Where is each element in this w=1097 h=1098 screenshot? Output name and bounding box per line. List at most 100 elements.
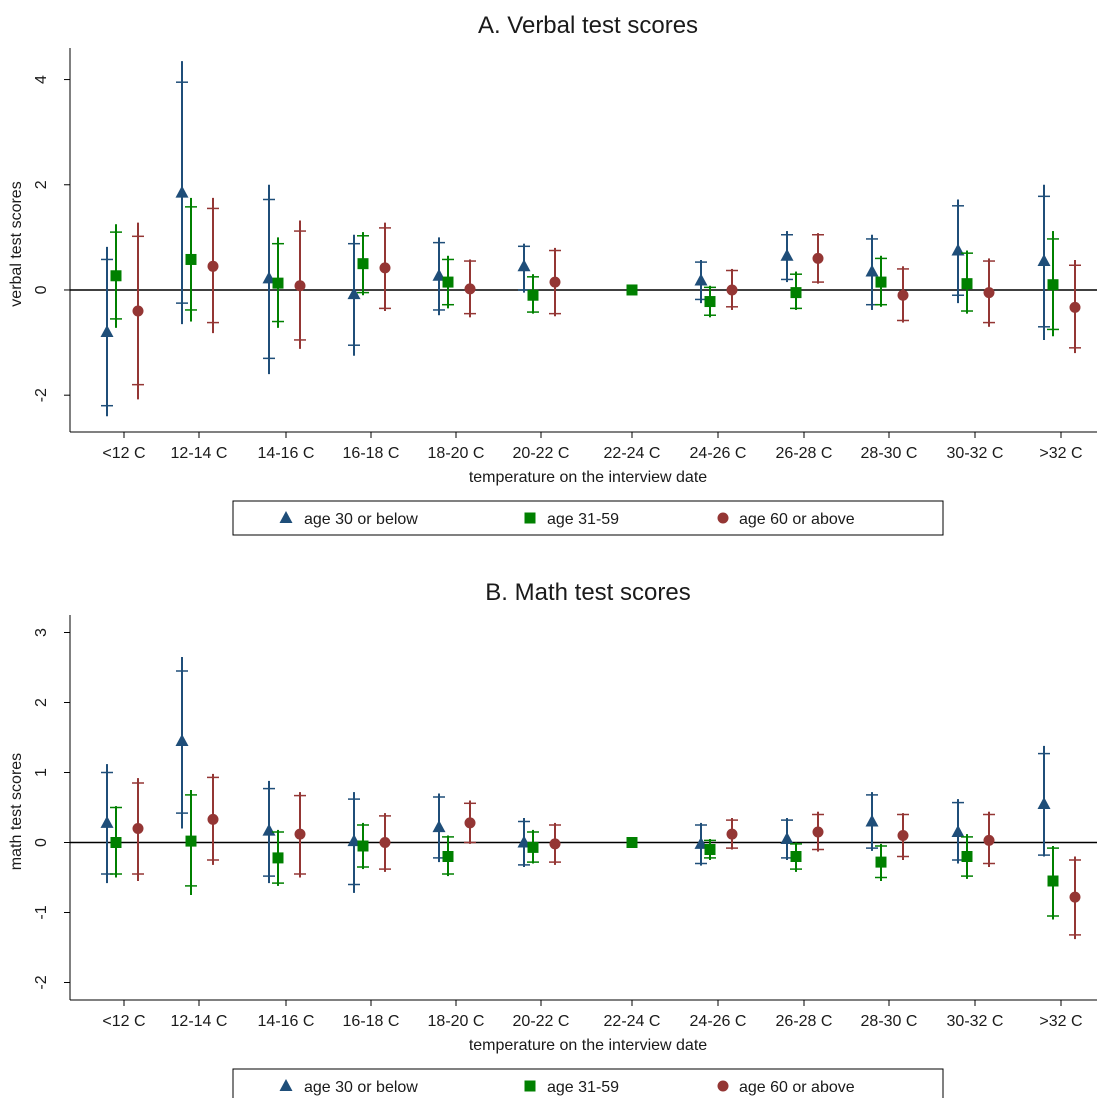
x-tick-label: 18-20 C — [428, 445, 485, 462]
point-triangle-marker — [780, 248, 794, 261]
x-tick-label: 20-22 C — [513, 445, 570, 462]
point-circle-marker — [812, 826, 824, 838]
point-circle-marker — [983, 834, 995, 846]
x-tick-label: <12 C — [102, 445, 145, 462]
point-square-marker — [110, 837, 122, 848]
point-circle-marker — [1069, 891, 1081, 903]
y-tick-label: 2 — [33, 698, 50, 707]
x-tick-label: 14-16 C — [258, 445, 315, 462]
x-tick-label: >32 C — [1039, 445, 1082, 462]
point-triangle-marker — [694, 273, 708, 286]
point-square-marker — [704, 296, 716, 308]
point-square-marker — [961, 851, 973, 862]
series-square — [110, 790, 1059, 920]
x-tick-label: 12-14 C — [171, 445, 228, 462]
x-axis-title: temperature on the interview date — [469, 469, 707, 486]
legend-box — [232, 1068, 944, 1098]
x-axis-title: temperature on the interview date — [469, 1037, 707, 1054]
point-square-marker — [626, 284, 638, 296]
x-tick-label: 30-32 C — [947, 445, 1004, 462]
point-triangle-marker — [951, 825, 965, 837]
point-circle-marker — [812, 252, 824, 264]
point-circle-marker — [549, 838, 561, 850]
x-tick-label: 22-24 C — [604, 1013, 661, 1030]
x-tick-label: 16-18 C — [343, 445, 400, 462]
y-axis-title: math test scores — [8, 753, 25, 870]
point-triangle-marker — [175, 185, 189, 198]
point-circle-marker — [983, 287, 995, 299]
point-triangle-marker — [262, 823, 276, 836]
y-tick-label: -1 — [33, 905, 50, 919]
point-triangle-marker — [1037, 254, 1051, 267]
point-triangle-marker — [347, 834, 361, 847]
point-square-marker — [626, 837, 638, 848]
x-tick-label: 22-24 C — [604, 445, 661, 462]
panel-verbal: A. Verbal test scores -2 0 2 4 verbal test sc… — [8, 12, 1097, 536]
point-circle-marker — [726, 284, 738, 296]
point-circle-marker — [132, 823, 144, 834]
point-triangle-marker — [175, 734, 189, 746]
y-tick-label: 2 — [33, 180, 50, 189]
point-triangle-marker — [262, 271, 276, 284]
x-tick-label: 26-28 C — [776, 445, 833, 462]
point-square-marker — [961, 278, 973, 290]
legend-label: age 60 or above — [739, 511, 855, 528]
point-triangle-marker — [100, 325, 114, 338]
x-tick-label: <12 C — [102, 1013, 145, 1030]
x-tick-label: 16-18 C — [343, 1013, 400, 1030]
point-square-marker — [1047, 279, 1059, 291]
point-square-marker — [790, 287, 802, 299]
point-square-marker — [527, 289, 539, 301]
y-axis-title: verbal test scores — [8, 181, 25, 306]
point-circle-marker — [897, 830, 909, 841]
point-square-marker — [185, 835, 197, 847]
point-square-marker — [110, 270, 122, 282]
legend: age 30 or below age 31-59 age 60 or above — [232, 1068, 944, 1098]
series-circle — [132, 773, 1081, 940]
x-tick-label: 18-20 C — [428, 1013, 485, 1030]
x-tick-label: 28-30 C — [861, 445, 918, 462]
point-circle-marker — [132, 305, 144, 317]
legend-square-marker — [524, 512, 536, 524]
x-tick-label: 24-26 C — [690, 1013, 747, 1030]
point-circle-marker — [464, 283, 476, 295]
x-tick-label: 14-16 C — [258, 1013, 315, 1030]
series-circle — [132, 197, 1081, 400]
panel-math: B. Math test scores -2 -1 0 1 2 3 math test sco… — [8, 579, 1097, 1098]
y-tick-label: 3 — [33, 628, 50, 637]
legend: age 30 or below age 31-59 age 60 or above — [232, 500, 944, 536]
panel-title: A. Verbal test scores — [478, 12, 698, 39]
point-triangle-marker — [517, 835, 531, 848]
point-triangle-marker — [865, 814, 879, 827]
point-square-marker — [185, 253, 197, 265]
x-tick-label: >32 C — [1039, 1013, 1082, 1030]
legend-box — [232, 500, 944, 536]
point-circle-marker — [207, 813, 219, 825]
x-tick-label: 12-14 C — [171, 1013, 228, 1030]
point-circle-marker — [294, 828, 306, 840]
point-square-marker — [442, 851, 454, 862]
point-circle-marker — [549, 276, 561, 288]
legend-label: age 31-59 — [547, 511, 619, 528]
point-triangle-marker — [432, 268, 446, 281]
point-triangle-marker — [517, 259, 531, 272]
legend-label: age 30 or below — [304, 511, 418, 528]
point-triangle-marker — [694, 836, 708, 849]
point-triangle-marker — [347, 287, 361, 300]
y-tick-label: -2 — [33, 975, 50, 989]
series-square — [110, 197, 1059, 337]
y-tick-label: -2 — [33, 388, 50, 402]
point-circle-marker — [897, 289, 909, 301]
legend-label: age 31-59 — [547, 1079, 619, 1096]
point-square-marker — [875, 856, 887, 868]
point-square-marker — [527, 841, 539, 853]
point-triangle-marker — [865, 264, 879, 277]
point-triangle-marker — [432, 820, 446, 833]
point-circle-marker — [294, 280, 306, 292]
point-square-marker — [357, 840, 369, 852]
point-circle-marker — [379, 837, 391, 848]
x-tick-label: 28-30 C — [861, 1013, 918, 1030]
x-tick-label: 20-22 C — [513, 1013, 570, 1030]
point-circle-marker — [1069, 301, 1081, 313]
series-triangle — [100, 657, 1051, 893]
